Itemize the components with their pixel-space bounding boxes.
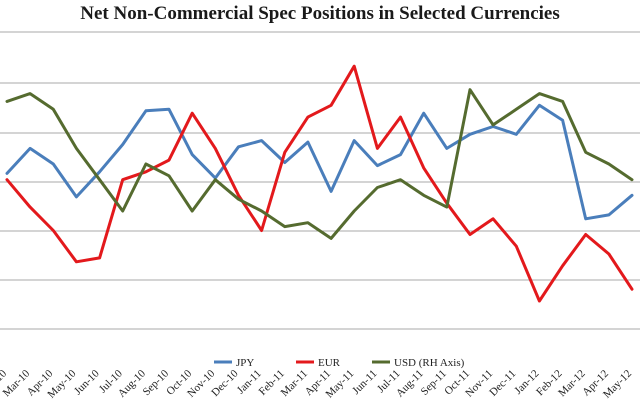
series-layer <box>5 64 634 303</box>
legend: JPY EUR USD (RH Axis) <box>214 357 465 369</box>
x-tick-label: Sep-10 <box>141 367 172 398</box>
x-tick-label: Jun-10 <box>72 367 102 397</box>
legend-label: EUR <box>318 357 341 369</box>
legend-label: USD (RH Axis) <box>394 357 465 369</box>
series-line-jpy <box>5 103 634 221</box>
x-tick-label: Dec-11 <box>487 368 518 399</box>
x-tick-label: Dec-10 <box>209 367 241 399</box>
x-tick-label: Jun-11 <box>350 368 379 397</box>
chart-title: Net Non-Commercial Spec Positions in Sel… <box>80 3 560 24</box>
legend-label: JPY <box>236 357 254 369</box>
x-tick-label: Sep-11 <box>419 368 449 398</box>
series-line-eur <box>5 64 634 303</box>
series-line-usd <box>5 88 634 240</box>
x-axis: Feb-10Mar-10Apr-10May-10Jun-10Jul-10Aug-… <box>0 367 634 400</box>
gridlines <box>0 31 640 330</box>
x-tick-label: Mar-11 <box>279 368 310 399</box>
